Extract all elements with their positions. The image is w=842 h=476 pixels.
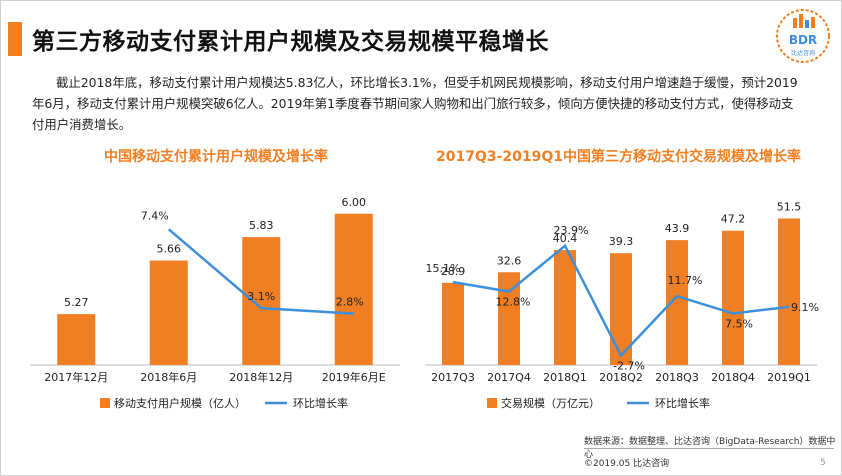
c2-line-label-1: 12.8% <box>496 296 531 309</box>
page-title: 第三方移动支付累计用户规模及交易规模平稳增长 <box>32 29 549 55</box>
c2-line-label-2: 23.9% <box>554 224 589 237</box>
c2-bar-label-6: 51.5 <box>777 200 802 213</box>
c1-growth-line <box>167 228 354 315</box>
c1-legend-bar-swatch <box>100 398 110 408</box>
c2-bar-5 <box>722 230 744 365</box>
c2-bar-3 <box>610 253 632 365</box>
c2-line-label-4: 11.7% <box>668 274 703 287</box>
c1-tick-label-3: 2019年6月E <box>322 370 386 384</box>
c2-tick-label-2: 2018Q1 <box>543 371 587 384</box>
bdr-logo: BDR 比达咨询 <box>776 9 830 63</box>
footer-divider <box>584 448 834 449</box>
c2-bar-label-5: 47.2 <box>721 213 746 226</box>
c2-bar-label-0: 28.9 <box>441 265 466 278</box>
c1-tick-label-0: 2017年12月 <box>44 370 108 384</box>
c2-bar-4 <box>666 240 688 365</box>
c2-legend-bar-label: 交易规模（万亿元） <box>501 396 600 410</box>
c1-tick-label-2: 2018年12月 <box>229 370 293 384</box>
c2-bar-label-2: 40.4 <box>553 232 578 245</box>
c2-tick-label-5: 2018Q4 <box>711 371 755 384</box>
chart1-title: 中国移动支付累计用户规模及增长率 <box>104 149 328 165</box>
c1-line-label-1: 7.4% <box>141 209 169 222</box>
data-source: 数据来源：数据整理、比达咨询（BigData-Research）数据中心 <box>584 437 836 460</box>
c1-bar-2 <box>242 237 281 365</box>
page-number: 5 <box>820 458 826 468</box>
c1-bar-3 <box>334 213 373 365</box>
copyright: ©2019.05 比达咨询 <box>584 459 670 469</box>
c2-bar-0 <box>442 282 464 365</box>
c2-tick-label-4: 2018Q3 <box>655 371 699 384</box>
c1-line-label-2: 3.1% <box>247 290 275 303</box>
c2-bar-1 <box>498 272 520 365</box>
c2-line-label-5: 7.5% <box>725 317 753 330</box>
title-accent-bar <box>8 22 22 56</box>
c2-bar-label-4: 43.9 <box>665 222 690 235</box>
chart2-title: 2017Q3-2019Q1中国第三方移动支付交易规模及增长率 <box>436 149 802 165</box>
c1-bar-label-0: 5.27 <box>64 296 89 309</box>
c1-bar-label-3: 6.00 <box>342 196 367 209</box>
c2-tick-label-0: 2017Q3 <box>431 371 475 384</box>
c1-bar-1 <box>149 260 188 365</box>
c2-tick-label-1: 2017Q4 <box>487 371 531 384</box>
c2-bar-6 <box>778 218 800 365</box>
c2-line-label-0: 15.1% <box>426 262 461 275</box>
c2-legend-line-label: 环比增长率 <box>655 396 710 410</box>
logo-subtext: 比达咨询 <box>791 49 815 57</box>
c1-bar-label-2: 5.83 <box>249 219 274 232</box>
c1-legend-line-label: 环比增长率 <box>293 396 348 410</box>
c2-bar-label-3: 39.3 <box>609 235 634 248</box>
c2-legend-bar-swatch <box>487 398 497 408</box>
c1-bar-0 <box>57 314 96 365</box>
user-scale-chart: 5.27 2017年12月 5.66 2018年6月 5.83 2018年12月 6.00 2… <box>30 196 400 410</box>
c2-tick-label-3: 2018Q2 <box>599 371 643 384</box>
transaction-scale-chart: 28.9 2017Q3 32.6 2017Q4 40.4 2018Q1 39.3 2018Q2… <box>425 200 819 410</box>
c2-line-label-3: -2.7% <box>613 360 645 373</box>
c1-legend-bar-label: 移动支付用户规模（亿人） <box>114 396 246 410</box>
c1-bar-label-1: 5.66 <box>157 243 182 256</box>
c1-line-label-3: 2.8% <box>336 296 364 309</box>
intro-paragraph: 截止2018年底，移动支付累计用户规模达5.83亿人，环比增长3.1%，但受手机… <box>32 75 798 132</box>
c2-bar-2 <box>554 250 576 365</box>
c2-tick-label-6: 2019Q1 <box>767 371 811 384</box>
c2-growth-line <box>452 243 790 358</box>
c2-line-label-6: 9.1% <box>791 301 819 314</box>
c2-bar-label-1: 32.6 <box>497 254 522 267</box>
c1-tick-label-1: 2018年6月 <box>140 370 197 384</box>
logo-text: BDR <box>789 33 817 47</box>
